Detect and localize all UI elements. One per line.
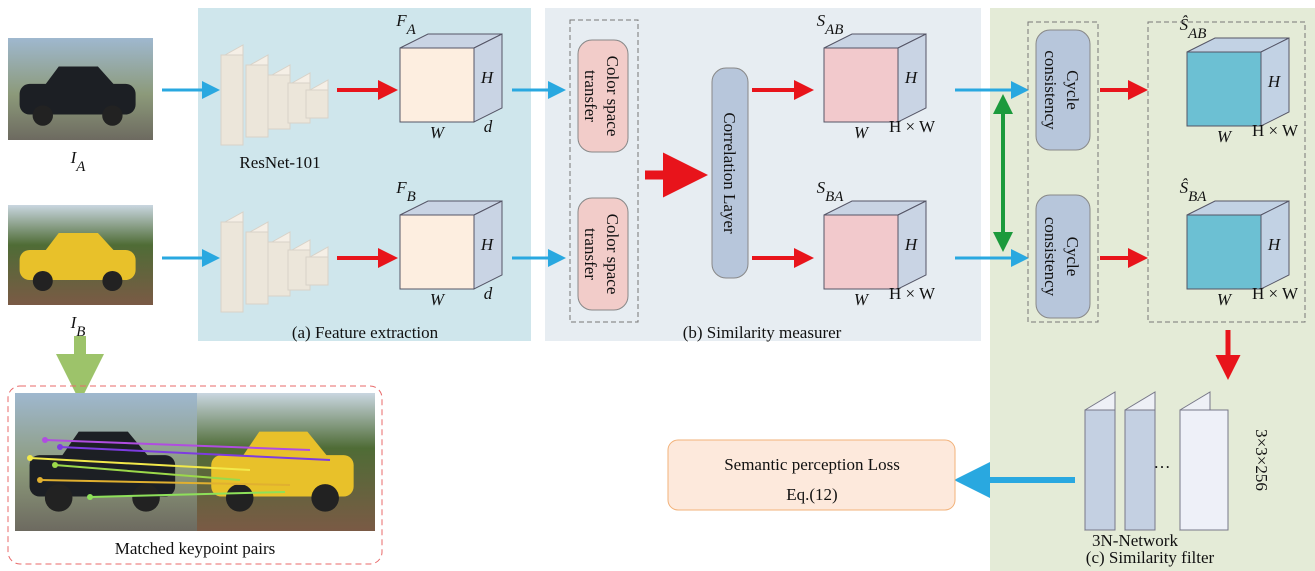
- cube-h: H: [904, 235, 919, 254]
- cube-h: H: [904, 68, 919, 87]
- pill-line: Cycle: [1063, 237, 1082, 277]
- layer: [221, 222, 243, 312]
- layer: [268, 242, 290, 296]
- image-label-sub: A: [75, 159, 86, 175]
- cube-front: [400, 48, 474, 122]
- layer: [306, 90, 328, 118]
- pill-line: Color space: [603, 214, 622, 295]
- pill-line: Color space: [603, 56, 622, 137]
- cube-label-sub: A: [406, 22, 417, 38]
- cube-d: H × W: [889, 284, 936, 303]
- image-label: IB: [70, 313, 86, 340]
- net-layer: [1125, 410, 1155, 530]
- cube-front: [824, 215, 898, 289]
- pill-line: consistency: [1041, 50, 1060, 130]
- cube-label-sub: AB: [824, 22, 843, 38]
- pill-line: transfer: [581, 70, 600, 122]
- wheel: [102, 105, 122, 125]
- loss-line: Semantic perception Loss: [724, 455, 900, 474]
- panel-label: (a) Feature extraction: [292, 323, 439, 342]
- net-layer: [1085, 410, 1115, 530]
- cube-label-sub: AB: [1187, 26, 1206, 42]
- cube-d: d: [484, 284, 493, 303]
- keypoint: [57, 444, 63, 450]
- cube-label-sub: BA: [825, 189, 844, 205]
- layer: [221, 55, 243, 145]
- keypoint: [42, 437, 48, 443]
- cube-w: W: [854, 290, 870, 309]
- layer: [306, 257, 328, 285]
- cube-label-sub: BA: [1188, 189, 1207, 205]
- pill-label: Correlation Layer: [720, 112, 739, 234]
- layer: [246, 232, 268, 304]
- cube-d: d: [484, 117, 493, 136]
- net-ellipsis: …: [1154, 453, 1171, 472]
- cube-d: H × W: [889, 117, 936, 136]
- cube-front: [1187, 215, 1261, 289]
- cube-h: H: [480, 235, 495, 254]
- keypoint: [37, 477, 43, 483]
- panel-label: (b) Similarity measurer: [683, 323, 842, 342]
- cube-label-main: F: [395, 178, 407, 197]
- cube-w: W: [854, 123, 870, 142]
- pill-line: Cycle: [1063, 70, 1082, 110]
- cube-w: W: [1217, 290, 1233, 309]
- wheel: [45, 484, 73, 512]
- wheel: [33, 105, 53, 125]
- loss-line: Eq.(12): [786, 485, 837, 504]
- net-name: 3N-Network: [1092, 531, 1178, 550]
- cube-d: H × W: [1252, 284, 1299, 303]
- cube-w: W: [430, 123, 446, 142]
- cube-front: [400, 215, 474, 289]
- keypoint: [52, 462, 58, 468]
- wheel: [226, 484, 254, 512]
- cube-w: W: [1217, 127, 1233, 146]
- cube-label-sub: B: [407, 189, 416, 205]
- panel-label: (c) Similarity filter: [1086, 548, 1215, 567]
- matched-label: Matched keypoint pairs: [115, 539, 276, 558]
- cube-d: H × W: [1252, 121, 1299, 140]
- image-label: IA: [70, 148, 87, 175]
- pill-line: consistency: [1041, 217, 1060, 297]
- wheel: [33, 271, 53, 291]
- wheel: [311, 484, 339, 512]
- keypoint: [87, 494, 93, 500]
- cube-h: H: [1267, 235, 1282, 254]
- pill-line: transfer: [581, 228, 600, 280]
- cube-w: W: [430, 290, 446, 309]
- backbone-label: ResNet-101: [239, 153, 320, 172]
- wheel: [132, 484, 160, 512]
- net-size: 3×3×256: [1252, 429, 1271, 491]
- cube-front: [1187, 52, 1261, 126]
- layer: [268, 75, 290, 129]
- net-layer: [1180, 410, 1228, 530]
- cube-h: H: [480, 68, 495, 87]
- cube-label-main: F: [395, 11, 407, 30]
- wheel: [102, 271, 122, 291]
- layer: [246, 65, 268, 137]
- cube-h: H: [1267, 72, 1282, 91]
- diagram: (a) Feature extraction (b) Similarity mea…: [0, 0, 1315, 571]
- keypoint: [27, 455, 33, 461]
- cube-front: [824, 48, 898, 122]
